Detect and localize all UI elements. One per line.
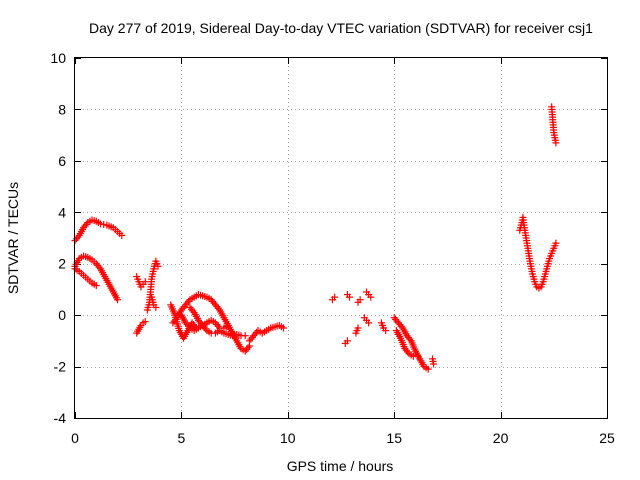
x-tick-label: 25 xyxy=(599,430,615,446)
x-axis-label: GPS time / hours xyxy=(287,458,394,474)
data-point xyxy=(141,278,149,286)
data-point xyxy=(404,348,412,356)
data-point xyxy=(100,221,108,228)
data-point xyxy=(331,293,339,301)
data-points xyxy=(71,103,560,373)
data-point xyxy=(414,352,422,360)
data-point xyxy=(114,296,122,304)
data-point xyxy=(74,233,82,241)
data-point xyxy=(424,365,432,373)
data-point xyxy=(382,327,390,335)
plot-frame xyxy=(74,57,608,419)
x-tick-label: 10 xyxy=(280,430,296,446)
data-point xyxy=(184,297,192,305)
data-point xyxy=(189,307,197,315)
data-point xyxy=(82,220,90,228)
data-point xyxy=(356,296,364,304)
data-point xyxy=(118,231,126,239)
data-point xyxy=(552,239,560,247)
data-point xyxy=(172,315,180,323)
data-point xyxy=(552,139,560,147)
y-tick-label: -4 xyxy=(54,410,67,426)
data-point xyxy=(214,322,222,330)
x-tick-label: 20 xyxy=(493,430,509,446)
y-tick-label: 6 xyxy=(58,153,66,169)
data-point xyxy=(346,293,354,301)
data-point xyxy=(141,318,149,326)
data-point xyxy=(367,293,375,301)
data-point xyxy=(244,344,252,352)
data-point xyxy=(214,304,222,312)
data-point xyxy=(280,324,288,332)
y-tick-label: 0 xyxy=(58,307,66,323)
y-axis-label: SDTVAR / TECUs xyxy=(5,182,21,294)
data-point xyxy=(152,303,160,311)
x-tick-label: 5 xyxy=(178,430,186,446)
data-point xyxy=(95,263,103,271)
data-point xyxy=(241,332,249,340)
data-point xyxy=(365,319,373,327)
grid xyxy=(75,58,607,418)
data-point xyxy=(184,322,192,330)
data-point xyxy=(397,322,405,330)
y-tick-label: 10 xyxy=(50,50,66,66)
data-point xyxy=(154,262,162,270)
data-point xyxy=(430,360,438,368)
y-tick-label: 8 xyxy=(58,101,66,117)
data-point xyxy=(354,324,362,332)
y-tick-label: 4 xyxy=(58,204,66,220)
x-tick-label: 0 xyxy=(71,430,79,446)
data-point xyxy=(406,335,414,343)
data-point xyxy=(92,282,100,290)
y-tick-label: 2 xyxy=(58,256,66,272)
data-point xyxy=(343,337,351,345)
data-point xyxy=(224,321,232,329)
x-tick-label: 15 xyxy=(386,430,402,446)
chart-title: Day 277 of 2019, Sidereal Day-to-day VTE… xyxy=(89,20,593,36)
y-tick-label: -2 xyxy=(54,359,67,375)
data-point xyxy=(97,220,105,228)
